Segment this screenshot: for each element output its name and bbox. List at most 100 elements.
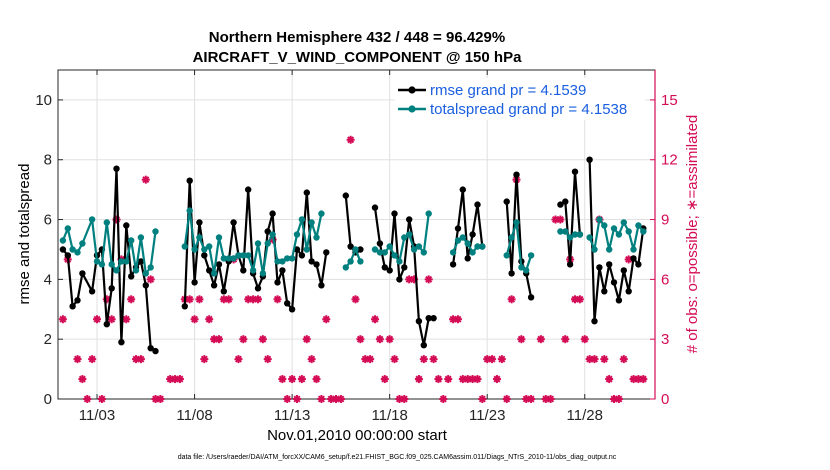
spread-series-point [181, 243, 188, 250]
rmse-series-point [69, 303, 76, 310]
spread-series-point [186, 207, 193, 214]
spread-series-point [513, 219, 520, 226]
rmse-series-point [615, 297, 623, 304]
rmse-series-point [274, 279, 281, 286]
obs-assimilated-marker [419, 355, 428, 364]
rmse-series-point [284, 300, 291, 307]
rmse-series-point [128, 273, 135, 280]
rmse-series-point [469, 231, 476, 238]
spread-series-point [69, 246, 76, 253]
rmse-series-point [396, 276, 403, 283]
rmse-series-point [454, 225, 462, 232]
spread-series-point [98, 261, 106, 268]
rmse-series-point [401, 264, 408, 271]
spread-series-point [606, 246, 613, 253]
rmse-series-point [142, 282, 149, 289]
rmse-series-point [503, 198, 510, 205]
obs-assimilated-marker [93, 315, 102, 324]
rmse-series-point [323, 249, 330, 256]
rmse-series-point [513, 171, 520, 178]
data-series [59, 156, 647, 355]
spread-series-point [391, 252, 398, 259]
obs-assimilated-marker [478, 395, 487, 403]
rmse-series-point [420, 342, 427, 349]
obs-assimilated-marker [439, 395, 448, 403]
rmse-series-point [371, 204, 379, 211]
obs-assimilated-marker [380, 375, 389, 384]
legend-spread-label: totalspread grand pr = 4.1538 [430, 101, 627, 118]
obs-assimilated-marker [200, 355, 209, 364]
y-tick-label-left: 6 [44, 212, 52, 229]
obs-assimilated-marker [234, 355, 243, 364]
spread-series-point [352, 246, 359, 253]
rmse-series-point [318, 282, 325, 289]
chart-title-line2: AIRCRAFT_V_WIND_COMPONENT @ 150 hPa [193, 49, 523, 66]
spread-series-point [415, 243, 423, 250]
rmse-series-point [64, 252, 72, 259]
rmse-series-point [464, 255, 471, 262]
obs-assimilated-marker [580, 335, 589, 344]
obs-assimilated-marker [473, 375, 482, 384]
obs-assimilated-marker [444, 375, 453, 384]
rmse-series-point [279, 267, 286, 274]
spread-series-point [191, 246, 198, 253]
obs-assimilated-marker [507, 295, 516, 304]
obs-assimilated-marker [614, 395, 623, 403]
rmse-series-point [137, 258, 145, 265]
obs-assimilated-marker [639, 375, 648, 384]
obs-assimilated-marker [136, 355, 145, 364]
spread-series-point [108, 261, 115, 268]
rmse-series-point [303, 189, 310, 196]
rmse-series-point [79, 270, 86, 277]
spread-series-point [196, 234, 203, 241]
spread-series-point [449, 249, 457, 256]
spread-series-point [225, 255, 232, 262]
rmse-series-point [74, 297, 81, 304]
rmse-series-point [215, 261, 223, 268]
obs-assimilated-marker [88, 355, 97, 364]
rmse-series-point [449, 261, 457, 268]
obs-assimilated-marker [371, 315, 380, 324]
spread-series-point [591, 246, 598, 253]
spread-series-point [137, 234, 145, 241]
spread-series-point [74, 249, 81, 256]
obs-assimilated-marker [336, 395, 345, 403]
spread-series-point [571, 231, 579, 238]
rmse-series-point [240, 267, 247, 274]
spread-series-point [459, 234, 466, 241]
rmse-series-point [210, 282, 218, 289]
rmse-series-point [381, 264, 388, 271]
obs-assimilated-marker [619, 355, 628, 364]
obs-assimilated-marker [429, 355, 438, 364]
obs-assimilated-marker [292, 395, 301, 403]
spread-series-point [527, 252, 535, 259]
rmse-series-point [620, 267, 627, 274]
rmse-series-point [527, 294, 535, 301]
rmse-series-point [313, 261, 320, 268]
spread-series-point [357, 258, 364, 265]
obs-assimilated-marker [497, 355, 506, 364]
chart-title-line1: Northern Hemisphere 432 / 448 = 96.429% [209, 29, 505, 46]
obs-assimilated-marker [73, 355, 82, 364]
obs-assimilated-marker [424, 275, 433, 284]
spread-series-point [557, 228, 564, 235]
obs-assimilated-marker [351, 295, 360, 304]
spread-series-point [132, 267, 140, 274]
obs-assimilated-marker [107, 315, 116, 324]
rmse-series-point [230, 219, 237, 226]
spread-series-point [123, 258, 130, 265]
y-tick-label-left: 0 [44, 391, 52, 408]
obs-assimilated-marker [605, 375, 614, 384]
rmse-series-point [357, 246, 364, 253]
spread-series-point [479, 243, 486, 250]
spread-series-point [235, 252, 242, 259]
spread-series-point [396, 258, 403, 265]
footer-data-file: data file: /Users/raeder/DAI/ATM_forcXX/… [178, 454, 617, 461]
rmse-series-point [288, 306, 296, 313]
spread-series-point [596, 216, 603, 223]
spread-series-point [610, 225, 618, 232]
obs-assimilated-marker [527, 395, 536, 403]
obs-assimilated-marker [278, 375, 287, 384]
obs-assimilated-marker [453, 315, 462, 324]
spread-series-point [88, 216, 96, 223]
